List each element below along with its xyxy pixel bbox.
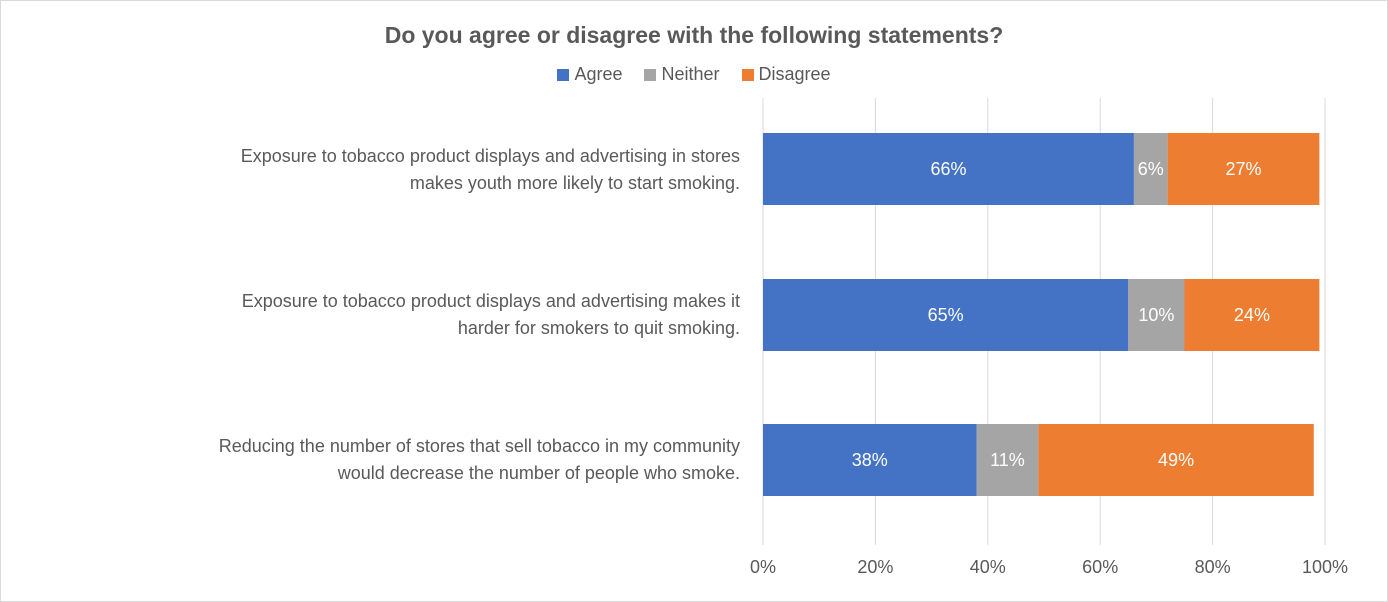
data-label-disagree-2: 24% <box>1234 305 1270 325</box>
legend-label-neither: Neither <box>661 64 720 84</box>
data-label-agree-2: 65% <box>928 305 964 325</box>
bar-agree-1 <box>763 133 1134 205</box>
bar-disagree-2 <box>1184 279 1320 351</box>
chart-title: Do you agree or disagree with the follow… <box>384 22 1004 48</box>
category-label-2: Exposure to tobacco product displays and… <box>40 288 740 342</box>
category-label-3-line-1: Reducing the number of stores that sell … <box>218 436 740 456</box>
legend: Agree Neither Disagree <box>0 64 1388 85</box>
bar-disagree-1 <box>1167 133 1320 205</box>
category-label-1: Exposure to tobacco product displays and… <box>40 143 740 197</box>
x-tick-label: 100% <box>1302 557 1348 577</box>
x-tick-label: 40% <box>970 557 1006 577</box>
data-label-agree-3: 38% <box>852 450 888 470</box>
x-tick-label: 0% <box>750 557 776 577</box>
bar-disagree-3 <box>1038 424 1314 496</box>
data-label-neither-1: 6% <box>1138 159 1164 179</box>
data-label-neither-2: 10% <box>1138 305 1174 325</box>
data-label-disagree-1: 27% <box>1225 159 1261 179</box>
category-label-2-line-1: Exposure to tobacco product displays and… <box>241 291 740 311</box>
bar-neither-2 <box>1128 279 1185 351</box>
bar-agree-3 <box>763 424 977 496</box>
x-tick-label: 80% <box>1195 557 1231 577</box>
legend-label-agree: Agree <box>574 64 623 84</box>
bar-neither-1 <box>1133 133 1168 205</box>
category-label-3-line-2: would decrease the number of people who … <box>337 463 740 483</box>
data-label-neither-3: 11% <box>990 450 1025 470</box>
data-label-disagree-3: 49% <box>1158 450 1194 470</box>
category-label-3: Reducing the number of stores that sell … <box>40 433 740 487</box>
category-label-1-line-2: makes youth more likely to start smoking… <box>409 173 740 193</box>
legend-swatch-disagree <box>741 68 754 81</box>
legend-swatch-neither <box>644 68 657 81</box>
data-label-agree-1: 66% <box>930 159 966 179</box>
legend-item-agree: Agree <box>557 64 622 85</box>
x-tick-label: 60% <box>1082 557 1118 577</box>
legend-item-disagree: Disagree <box>741 64 831 85</box>
x-tick-label: 20% <box>857 557 893 577</box>
bar-agree-2 <box>763 279 1129 351</box>
legend-item-neither: Neither <box>644 64 720 85</box>
category-label-2-line-2: harder for smokers to quit smoking. <box>457 318 740 338</box>
legend-swatch-agree <box>557 68 570 81</box>
legend-label-disagree: Disagree <box>758 64 831 84</box>
category-label-1-line-1: Exposure to tobacco product displays and… <box>240 146 740 166</box>
bar-neither-3 <box>976 424 1039 496</box>
